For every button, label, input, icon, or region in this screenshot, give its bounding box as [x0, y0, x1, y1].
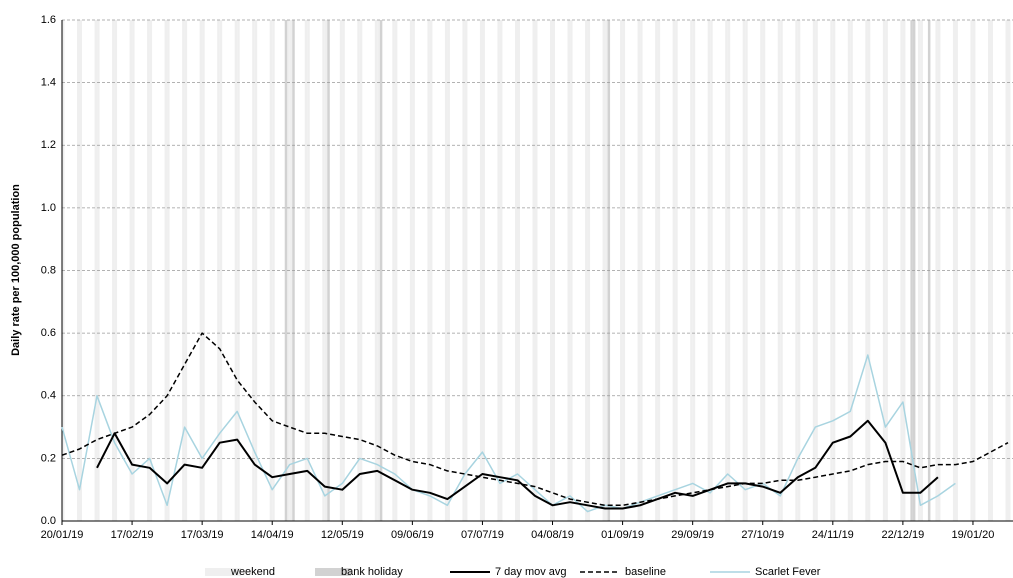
weekend-band: [479, 20, 483, 521]
weekend-band: [324, 20, 328, 521]
series-line: [61, 354, 956, 513]
weekend-band: [850, 20, 853, 521]
series-line: [61, 332, 1009, 507]
weekend-band: [339, 20, 343, 521]
y-tick-label: 0.6: [41, 327, 56, 339]
legend-swatch: [205, 568, 241, 576]
x-tick-label: 04/08/19: [531, 529, 574, 541]
y-tick-label: 1.2: [41, 139, 56, 151]
weekend-band: [289, 20, 293, 521]
weekend-band: [514, 20, 518, 521]
weekend-band: [1005, 20, 1008, 521]
weekend-band: [585, 20, 588, 521]
weekend-band: [675, 20, 678, 521]
y-tick-label: 1.4: [41, 77, 56, 89]
weekend-band: [164, 20, 168, 521]
weekend-band: [605, 20, 608, 521]
y-axis-label: Daily rate per 100,000 population: [10, 184, 22, 356]
weekend-band: [199, 20, 203, 521]
y-tick-label: 1.6: [41, 14, 56, 26]
weekend-band: [620, 20, 623, 521]
x-tick-label: 27/10/19: [741, 529, 784, 541]
x-tick-label: 01/09/19: [601, 529, 644, 541]
weekend-band: [359, 20, 363, 521]
weekend-band: [304, 20, 308, 521]
legend-label: bank holiday: [341, 566, 403, 578]
y-tick-label: 0.2: [41, 452, 56, 464]
weekend-band: [920, 20, 923, 521]
weekend-band: [885, 20, 888, 521]
weekend-band: [79, 20, 83, 521]
weekend-band: [374, 20, 378, 521]
weekend-band: [900, 20, 903, 521]
bank-holiday-band: [379, 20, 383, 521]
x-tick-label: 29/09/19: [671, 529, 714, 541]
x-tick-label: 12/05/19: [321, 529, 364, 541]
legend-swatch: [315, 568, 351, 576]
weekend-band: [409, 20, 413, 521]
weekend-band: [725, 20, 728, 521]
x-tick-label: 24/11/19: [812, 529, 854, 541]
weekend-band: [795, 20, 798, 521]
weekend-band: [990, 20, 993, 521]
weekend-band: [780, 20, 783, 521]
weekend-band: [830, 20, 833, 521]
weekend-band: [745, 20, 748, 521]
weekend-band: [640, 20, 643, 521]
weekend-band: [94, 20, 98, 521]
legend-label: Scarlet Fever: [755, 566, 821, 578]
x-tick-label: 17/02/19: [111, 529, 154, 541]
bank-holiday-band: [910, 20, 913, 521]
weekend-band: [570, 20, 573, 521]
weekend-band: [499, 20, 503, 521]
weekend-band: [394, 20, 398, 521]
x-tick-label: 19/01/20: [952, 529, 995, 541]
weekend-band: [815, 20, 818, 521]
weekend-band: [429, 20, 433, 521]
weekend-band: [970, 20, 973, 521]
weekend-band: [690, 20, 693, 521]
weekend-band: [550, 20, 553, 521]
x-tick-label: 09/06/19: [391, 529, 434, 541]
weekend-band: [655, 20, 658, 521]
bank-holiday-band: [284, 20, 288, 521]
weekend-band: [464, 20, 468, 521]
weekend-band: [129, 20, 133, 521]
weekend-band: [114, 20, 118, 521]
weekend-band: [184, 20, 188, 521]
weekend-band: [935, 20, 938, 521]
x-tick-label: 17/03/19: [181, 529, 224, 541]
weekend-band: [269, 20, 273, 521]
y-tick-label: 0.0: [41, 515, 56, 527]
legend-label: 7 day mov avg: [495, 566, 567, 578]
y-tick-label: 1.0: [41, 202, 56, 214]
weekend-band: [149, 20, 153, 521]
legend-label: weekend: [230, 566, 275, 578]
legend-label: baseline: [625, 566, 666, 578]
weekend-band: [710, 20, 713, 521]
weekend-band: [760, 20, 763, 521]
weekend-band: [865, 20, 868, 521]
weekend-band: [234, 20, 238, 521]
weekend-band: [254, 20, 258, 521]
y-tick-label: 0.8: [41, 264, 56, 276]
y-tick-label: 0.4: [41, 390, 56, 402]
x-tick-label: 22/12/19: [881, 529, 924, 541]
x-tick-label: 20/01/19: [41, 529, 84, 541]
x-tick-label: 07/07/19: [461, 529, 504, 541]
weekend-band: [219, 20, 223, 521]
weekend-band: [955, 20, 958, 521]
weekend-band: [444, 20, 448, 521]
x-tick-label: 14/04/19: [251, 529, 294, 541]
series-line: [96, 419, 939, 510]
weekend-band: [534, 20, 538, 521]
